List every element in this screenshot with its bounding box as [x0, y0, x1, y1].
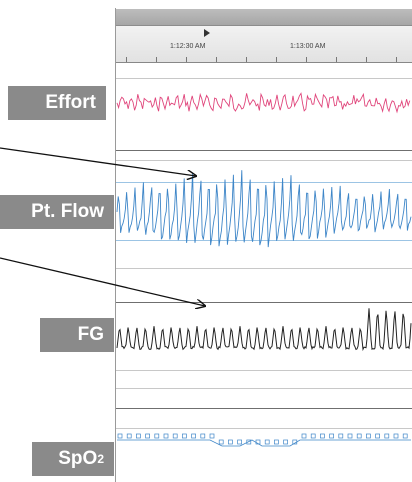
- spo2-marker: [375, 433, 380, 439]
- spo2-marker: [402, 433, 408, 439]
- channel-label-pt-flow-text: Pt. Flow: [31, 201, 104, 222]
- divider-line: [116, 408, 412, 409]
- time-label-1: 1:12:30 AM: [170, 43, 206, 50]
- channel-label-pt-flow: Pt. Flow: [0, 195, 114, 229]
- spo2-marker: [301, 433, 307, 439]
- grid-line: [116, 428, 412, 429]
- channel-label-fg-text: FG: [77, 324, 104, 345]
- axis-tick: [156, 57, 157, 62]
- grid-line: [116, 240, 412, 241]
- spo2-markers: [117, 433, 408, 445]
- grid-line: [116, 388, 412, 389]
- grid-line: [116, 78, 412, 79]
- time-axis[interactable]: 1:12:30 AM 1:13:00 AM: [116, 26, 412, 63]
- axis-tick: [126, 57, 127, 62]
- spo2-marker: [246, 439, 252, 445]
- channel-label-effort-text: Effort: [45, 92, 96, 113]
- divider-line: [116, 150, 412, 151]
- spo2-marker: [356, 433, 362, 439]
- channel-label-effort: Effort: [8, 86, 106, 120]
- play-marker-icon[interactable]: [204, 29, 210, 37]
- spo2-marker: [274, 439, 279, 445]
- annotation-arrow-icon: [0, 257, 205, 306]
- divider-line: [116, 302, 412, 303]
- spo2-marker: [320, 433, 325, 439]
- spo2-marker: [191, 433, 196, 439]
- channel-label-spo2-text: SpO: [58, 448, 98, 469]
- scroll-bar[interactable]: [116, 9, 412, 26]
- spo2-waveform: [117, 439, 411, 447]
- spo2-marker: [172, 433, 178, 439]
- spo2-marker: [154, 433, 160, 439]
- axis-tick: [336, 57, 337, 62]
- axis-tick: [186, 57, 187, 62]
- spo2-marker: [347, 433, 353, 439]
- spo2-marker: [384, 433, 390, 439]
- spo2-marker: [117, 433, 123, 439]
- spo2-marker: [329, 433, 334, 439]
- channel-label-spo2-sub: 2: [97, 452, 104, 466]
- spo2-marker: [292, 439, 298, 445]
- spo2-marker: [136, 433, 141, 439]
- spo2-marker: [264, 439, 270, 445]
- pt-flow-waveform: [116, 170, 412, 248]
- spo2-marker: [126, 433, 132, 439]
- spo2-marker: [255, 439, 261, 445]
- annotation-arrow-icon: [0, 147, 196, 176]
- axis-tick: [216, 57, 217, 62]
- spo2-marker: [283, 439, 288, 445]
- spo2-marker: [182, 433, 187, 439]
- time-label-2: 1:13:00 AM: [290, 43, 326, 50]
- spo2-marker: [310, 433, 316, 439]
- spo2-marker: [366, 433, 371, 439]
- axis-tick: [246, 57, 247, 62]
- channel-label-spo2: SpO 2: [32, 442, 114, 476]
- spo2-marker: [237, 439, 242, 445]
- spo2-marker: [145, 433, 150, 439]
- waveform-panel: [115, 8, 412, 482]
- grid-line: [116, 160, 412, 161]
- grid-line: [116, 370, 412, 371]
- spo2-marker: [200, 433, 206, 439]
- spo2-marker: [163, 433, 169, 439]
- grid-line: [116, 182, 412, 183]
- axis-tick: [276, 57, 277, 62]
- axis-tick: [366, 57, 367, 62]
- effort-waveform: [116, 92, 411, 114]
- spo2-marker: [228, 439, 233, 445]
- spo2-marker: [338, 433, 344, 439]
- spo2-marker: [218, 439, 224, 445]
- spo2-marker: [393, 433, 399, 439]
- fg-waveform: [116, 308, 412, 352]
- spo2-marker: [209, 433, 215, 439]
- axis-tick: [306, 57, 307, 62]
- axis-tick: [396, 57, 397, 62]
- grid-line: [116, 268, 412, 269]
- channel-label-fg: FG: [40, 318, 114, 352]
